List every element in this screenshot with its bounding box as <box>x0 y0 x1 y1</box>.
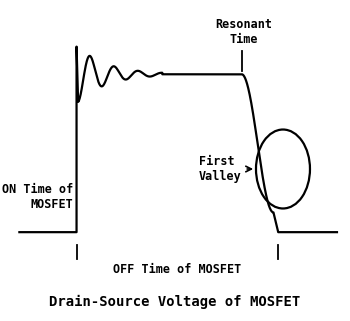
Text: ON Time of
MOSFET: ON Time of MOSFET <box>2 183 73 211</box>
Text: Resonant
Time: Resonant Time <box>215 18 272 46</box>
Text: Drain-Source Voltage of MOSFET: Drain-Source Voltage of MOSFET <box>49 295 301 309</box>
Text: First
Valley: First Valley <box>199 155 251 183</box>
Text: OFF Time of MOSFET: OFF Time of MOSFET <box>113 263 241 276</box>
